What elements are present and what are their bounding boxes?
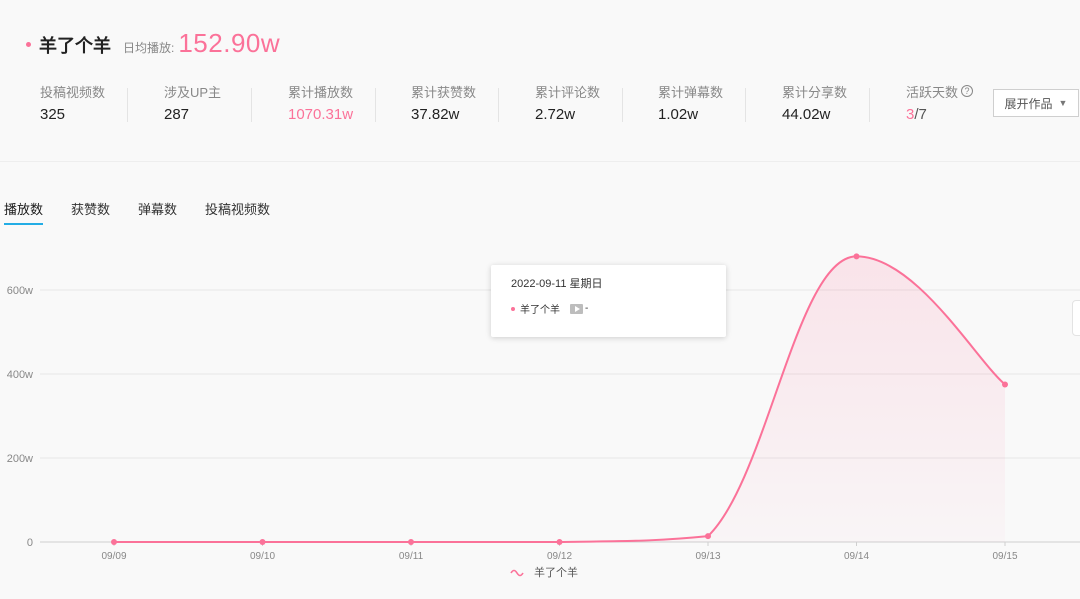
help-icon[interactable]: ? (961, 85, 974, 97)
data-point[interactable] (408, 539, 414, 545)
stat-video-count: 投稿视频数 325 (40, 82, 160, 126)
data-point[interactable] (556, 539, 563, 545)
stat-value: 2.72w (535, 106, 576, 123)
data-point[interactable] (259, 539, 266, 545)
x-tick-label: 09/09 (101, 551, 126, 562)
stat-label: 活跃天数 (906, 84, 959, 100)
daily-avg-label: 日均播放: (123, 41, 175, 55)
stat-total-plays: 累计播放数 1070.31w (288, 82, 408, 126)
series-area (114, 256, 1005, 542)
data-point[interactable] (853, 253, 860, 260)
x-tick-label: 09/10 (250, 551, 275, 562)
stat-label-row: 活跃天数 ? (906, 82, 1026, 100)
data-point[interactable] (1002, 381, 1008, 388)
tooltip-row: 羊了个羊 - (511, 301, 706, 316)
y-tick-label: 400w (7, 369, 33, 381)
tab-likes[interactable]: 获赞数 (71, 202, 111, 217)
expand-works-button[interactable]: 展开作品 ▼ (993, 89, 1079, 117)
tab-plays[interactable]: 播放数 (4, 199, 44, 225)
stat-value: 1.02w (658, 106, 699, 123)
tooltip-date: 2022-09-11 星期日 (511, 278, 603, 290)
caret-down-icon: ▼ (1058, 98, 1068, 108)
x-tick-label: 09/13 (695, 551, 720, 562)
data-point[interactable] (705, 533, 711, 540)
header: 羊了个羊 日均播放: 152.90w (26, 28, 280, 60)
stat-total-danmaku: 累计弹幕数 1.02w (658, 82, 778, 126)
x-tick-label: 09/15 (992, 551, 1017, 562)
legend-label: 羊了个羊 (534, 565, 578, 579)
stat-total-likes: 累计获赞数 37.82w (411, 82, 531, 126)
stat-total-shares: 累计分享数 44.02w (782, 82, 902, 126)
daily-avg-value: 152.90w (178, 28, 281, 58)
tooltip-series-name: 羊了个羊 (520, 305, 560, 316)
x-tick-label: 09/12 (547, 551, 572, 562)
stat-divider (127, 88, 128, 122)
stat-value: 37.82w (411, 106, 460, 123)
active-days-total: /7 (914, 106, 927, 123)
tab-video-count[interactable]: 投稿视频数 (205, 202, 271, 217)
stat-label: 累计弹幕数 (658, 84, 724, 100)
legend-line-icon (510, 569, 524, 577)
stat-divider (375, 88, 376, 122)
trend-chart-svg: 0 200w 400w 600w 09/09 09/10 09/11 09/12 09/13 0… (7, 253, 1080, 579)
tab-danmaku[interactable]: 弹幕数 (138, 202, 178, 217)
chart-tooltip: 2022-09-11 星期日 羊了个羊 - (491, 265, 726, 337)
stat-value: 325 (40, 106, 66, 123)
stat-divider (869, 88, 870, 122)
stat-label: 累计获赞数 (411, 84, 477, 100)
stat-value: 3/7 (906, 106, 1026, 123)
stat-active-days: 活跃天数 ? 3/7 (906, 82, 1026, 126)
y-tick-label: 600w (7, 285, 33, 297)
stat-value: 44.02w (782, 106, 831, 123)
stat-value: 287 (164, 106, 190, 123)
tooltip-value: - (585, 303, 589, 314)
page-title: 羊了个羊 (39, 36, 111, 56)
stat-label: 累计评论数 (535, 84, 601, 100)
header-dot (26, 42, 31, 47)
trend-chart[interactable]: 0 200w 400w 600w 09/09 09/10 09/11 09/12 09/13 0… (0, 240, 1080, 599)
data-point[interactable] (111, 539, 117, 545)
y-tick-label: 0 (27, 537, 33, 549)
stat-value: 1070.31w (288, 106, 354, 123)
section-divider (0, 161, 1080, 162)
side-panel-handle[interactable] (1072, 300, 1080, 336)
stat-label: 累计分享数 (782, 84, 848, 100)
stat-divider (251, 88, 252, 122)
stat-label: 投稿视频数 (40, 84, 106, 100)
y-tick-label: 200w (7, 453, 33, 465)
play-icon (570, 303, 583, 314)
stat-divider (498, 88, 499, 122)
stat-divider (745, 88, 746, 122)
stat-label: 累计播放数 (288, 84, 354, 100)
stat-divider (622, 88, 623, 122)
stat-total-comments: 累计评论数 2.72w (535, 82, 655, 126)
series-dot (511, 306, 515, 311)
active-days-count: 3 (906, 106, 915, 123)
expand-works-label: 展开作品 (1004, 96, 1053, 111)
stat-up-count: 涉及UP主 287 (164, 82, 284, 126)
metric-tabs: 播放数 获赞数 弹幕数 投稿视频数 (4, 199, 298, 227)
x-tick-label: 09/14 (844, 551, 869, 562)
chart-legend[interactable]: 羊了个羊 (510, 565, 578, 579)
stat-label: 涉及UP主 (164, 84, 222, 100)
x-tick-label: 09/11 (399, 551, 424, 562)
stats-bar: 投稿视频数 325 涉及UP主 287 累计播放数 1070.31w 累计获赞数… (0, 82, 1080, 132)
